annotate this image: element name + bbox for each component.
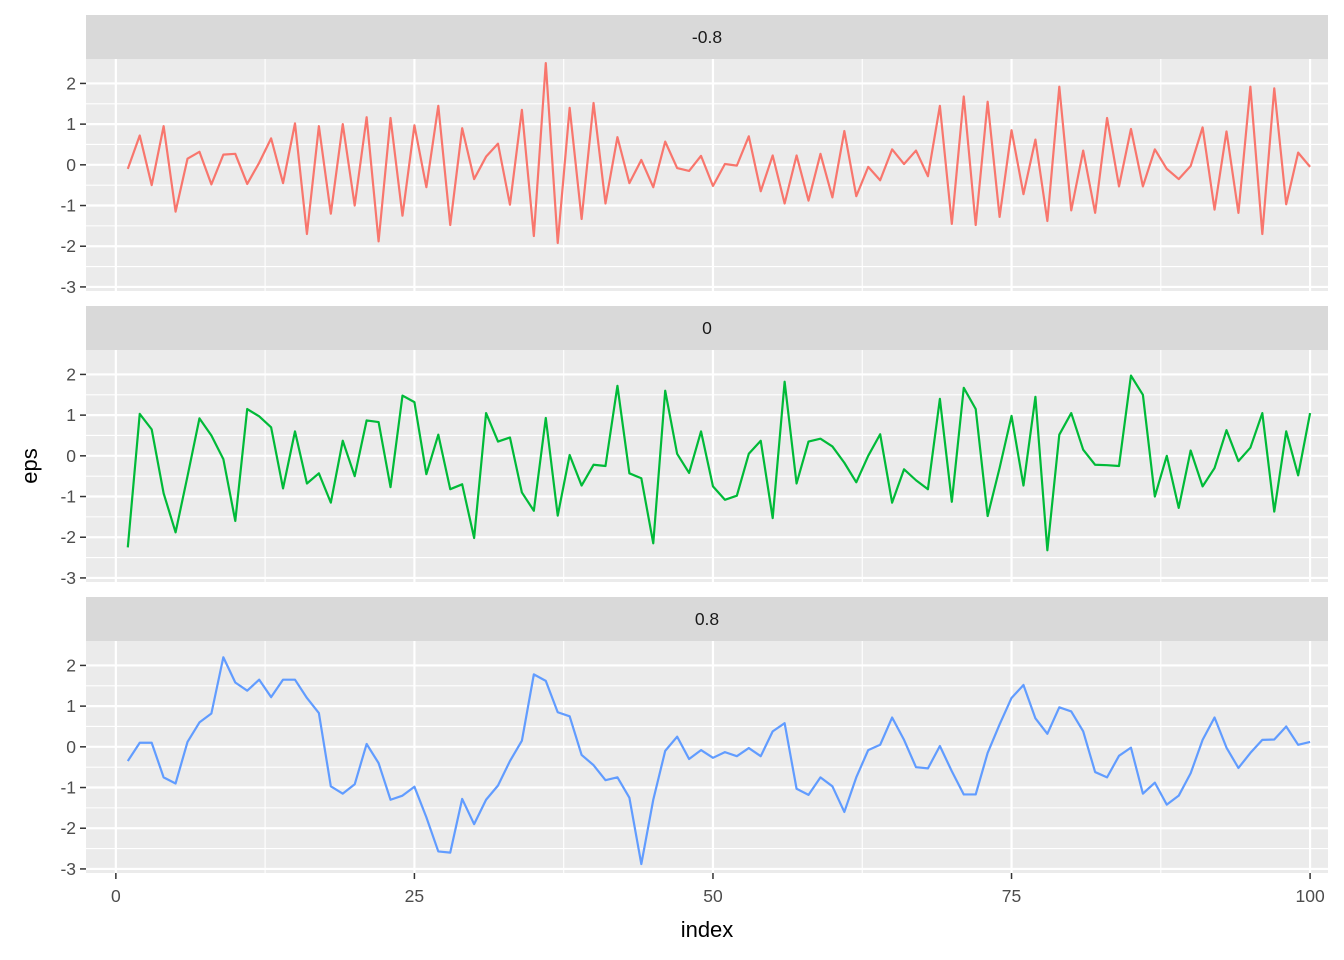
facet-panel: 0.8 -3 -2 -1 0 1 2: [60, 597, 1328, 879]
x-tick-label: 100: [1295, 886, 1324, 906]
y-tick-label: 2: [66, 73, 76, 93]
series-line: [126, 374, 1312, 552]
y-tick-label: -1: [60, 778, 76, 798]
y-tick-label: -1: [60, 196, 76, 216]
series-line: [126, 656, 1311, 866]
y-tick-label: -2: [60, 236, 76, 256]
y-tick-label: -1: [60, 487, 76, 507]
x-tick-label: 75: [1002, 886, 1021, 906]
facet-strip: [86, 597, 1328, 641]
y-tick-label: -3: [60, 277, 76, 297]
facet-panel: -0.8 -3 -2 -1 0 1 2: [60, 15, 1328, 297]
y-tick-label: 0: [66, 737, 76, 757]
y-tick-label: 1: [66, 696, 76, 716]
x-tick-label: 50: [703, 886, 723, 906]
y-tick-label: 1: [66, 114, 76, 134]
y-tick-label: -2: [60, 527, 76, 547]
panel-background: [86, 350, 1328, 582]
facet-strip-label: 0.8: [695, 609, 719, 629]
panel-background: [86, 641, 1328, 873]
y-tick-label: 0: [66, 155, 76, 175]
x-axis: 0 25 50 75 100: [111, 873, 1325, 906]
x-tick-label: 25: [405, 886, 424, 906]
y-tick-label: 0: [66, 446, 76, 466]
y-tick-label: 1: [66, 405, 76, 425]
facet-strip-label: 0: [702, 318, 712, 338]
facet-strip-label: -0.8: [692, 27, 722, 47]
y-tick-label: 2: [66, 364, 76, 384]
facet-strip: [86, 306, 1328, 350]
facet-panels: -0.8 -3 -2 -1 0 1 2 0 -3 -2 -1 0 1 2 0.8 -3 -2 -1 0 1 2: [60, 15, 1328, 879]
x-tick-label: 0: [111, 886, 121, 906]
y-tick-label: 2: [66, 655, 76, 675]
x-axis-title: index: [681, 917, 734, 942]
y-tick-label: -3: [60, 568, 76, 588]
y-axis-title: eps: [17, 448, 42, 483]
y-tick-label: -2: [60, 818, 76, 838]
y-tick-label: -3: [60, 859, 76, 879]
facet-panel: 0 -3 -2 -1 0 1 2: [60, 306, 1328, 588]
panel-background: [86, 59, 1328, 291]
facet-strip: [86, 15, 1328, 59]
series-line: [126, 61, 1311, 245]
